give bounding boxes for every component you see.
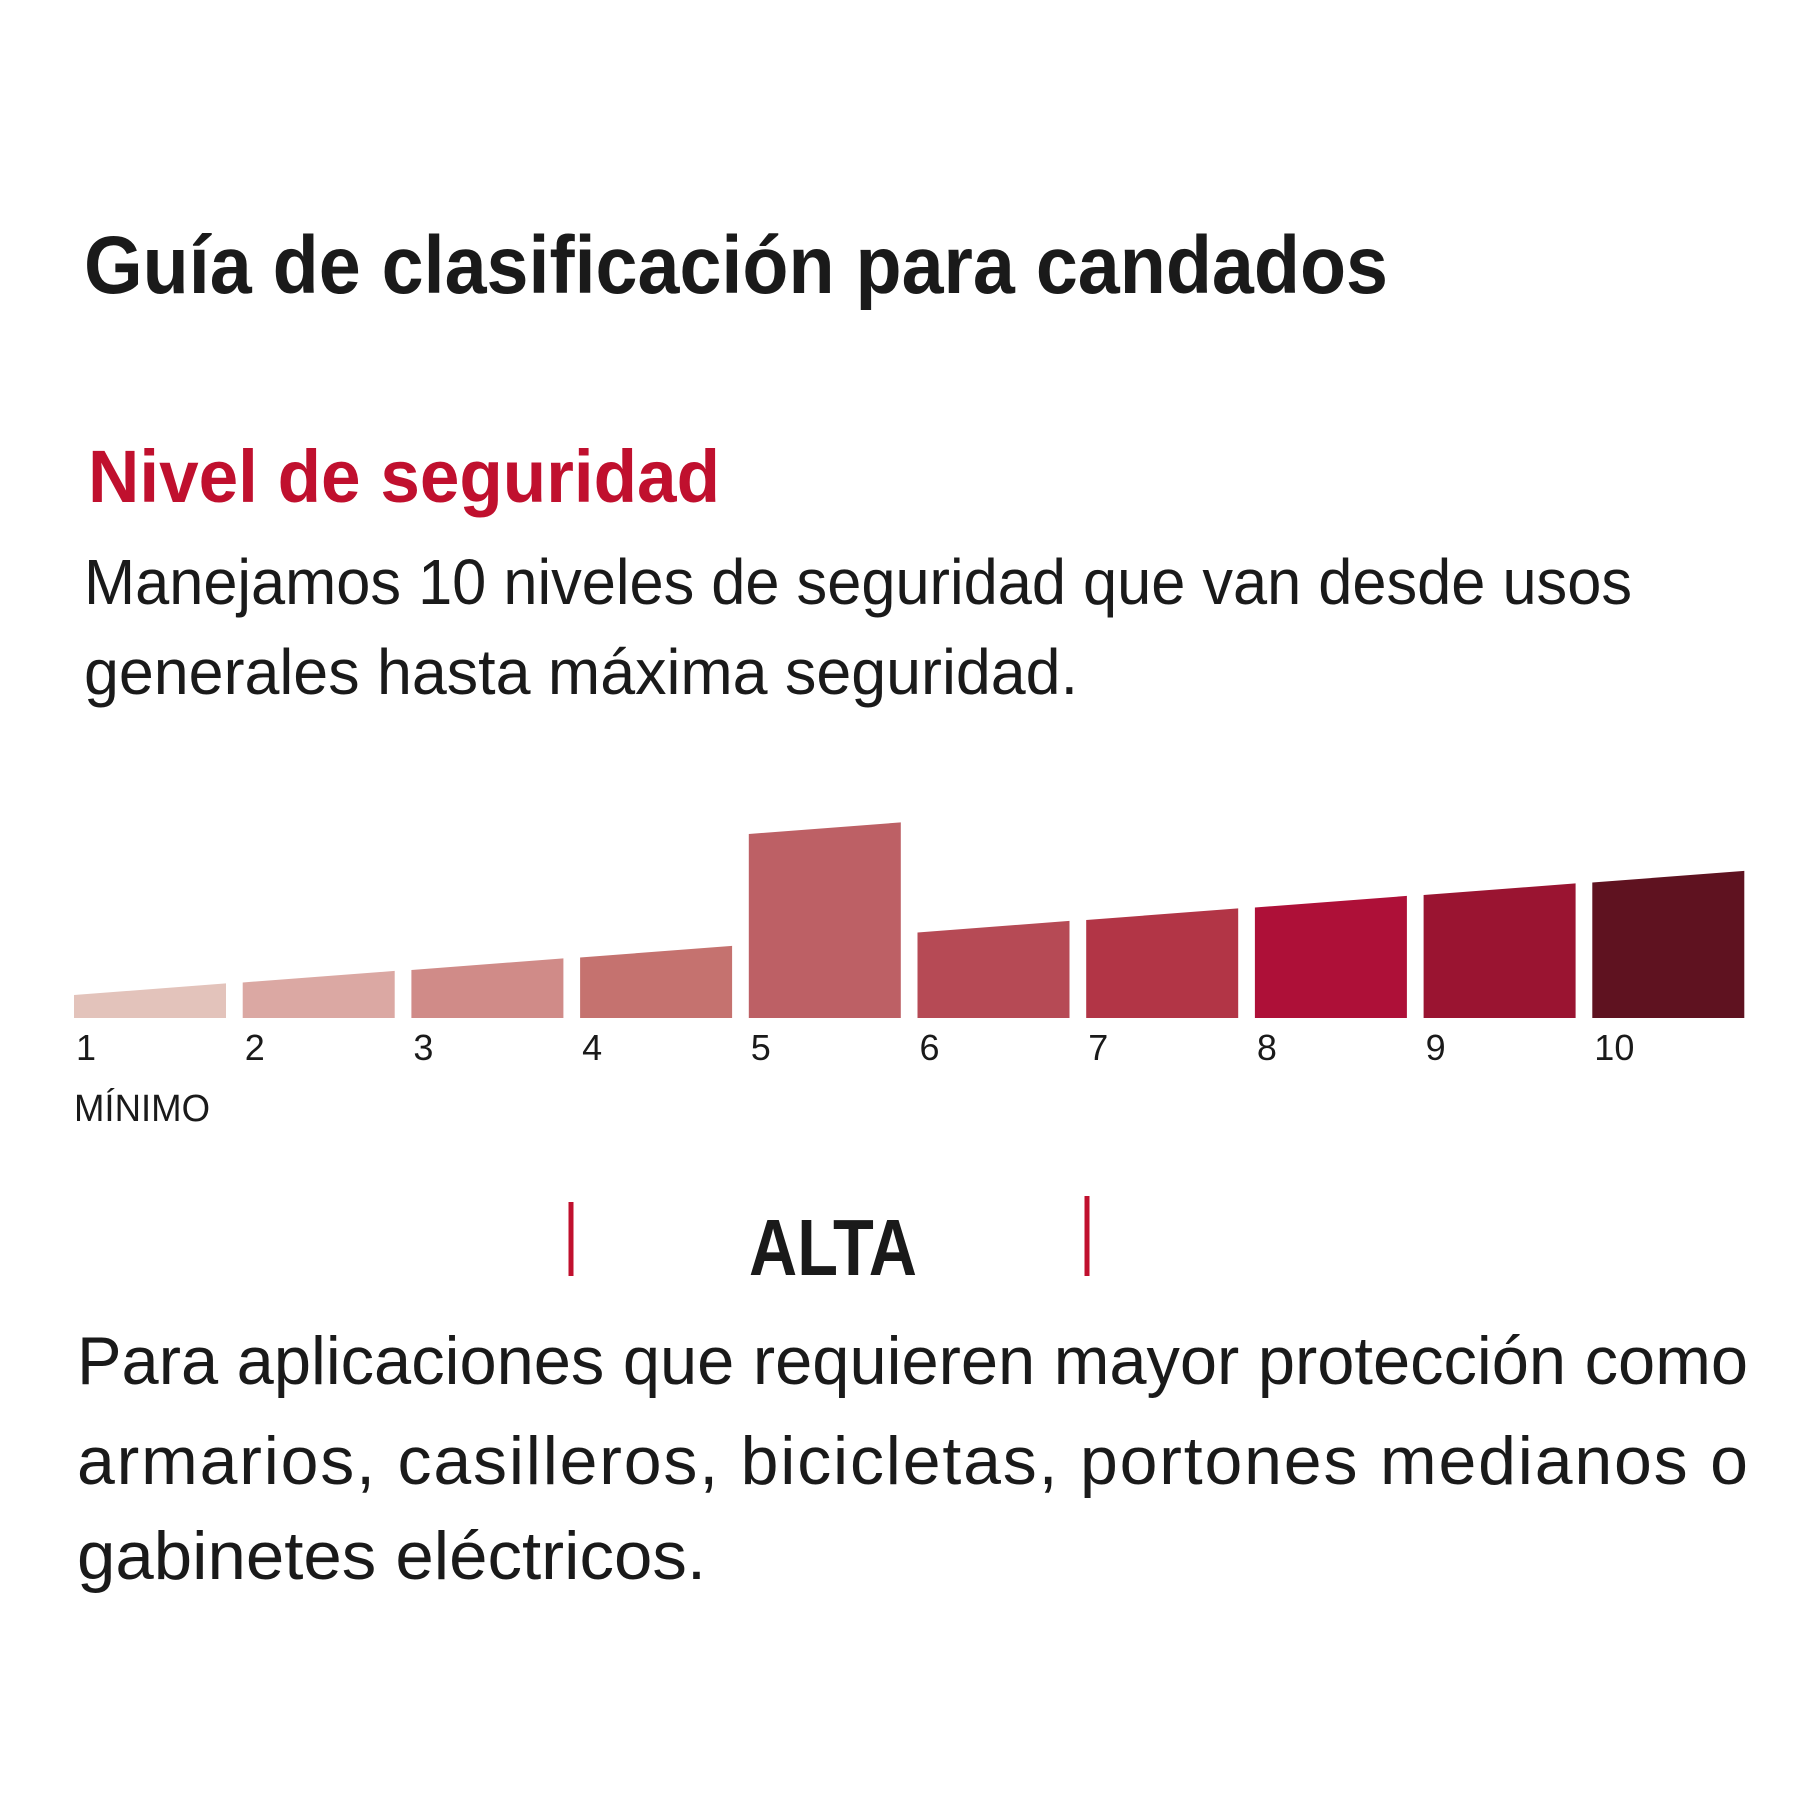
level-label: 4 (582, 1027, 602, 1068)
level-scale: 1 2 3 4 5 6 7 8 9 10 (74, 822, 1745, 1068)
title: Guía de clasificación para candados (84, 220, 1388, 311)
level-label: 8 (1257, 1027, 1277, 1068)
level-bar (580, 945, 733, 1018)
level-label: 7 (1088, 1027, 1108, 1068)
level-bar-selected (748, 822, 901, 1018)
level-label: 6 (920, 1027, 940, 1068)
level-label: 1 (76, 1027, 96, 1068)
description-line: Para aplicaciones que requieren mayor pr… (77, 1323, 1748, 1399)
min-label: MÍNIMO (74, 1087, 210, 1130)
intro-line: Manejamos 10 niveles de seguridad que va… (84, 546, 1632, 618)
level-bar (917, 920, 1070, 1018)
level-bar (1592, 870, 1745, 1018)
level-label: 10 (1594, 1027, 1634, 1068)
description-line: armarios, casilleros, bicicletas, porton… (77, 1423, 1748, 1499)
level-bar (242, 970, 395, 1018)
rating-name: ALTA (749, 1203, 917, 1292)
section-heading: Nivel de seguridad (88, 435, 720, 518)
level-bar (1086, 908, 1239, 1018)
level-label: 2 (245, 1027, 265, 1068)
level-bar (1423, 883, 1576, 1018)
description-line: gabinetes eléctricos. (77, 1518, 706, 1594)
level-label: 3 (413, 1027, 433, 1068)
level-bar (1254, 895, 1407, 1018)
level-label: 9 (1426, 1027, 1446, 1068)
intro-line: generales hasta máxima seguridad. (84, 636, 1078, 708)
level-label: 5 (751, 1027, 771, 1068)
level-bar (74, 983, 226, 1018)
level-bar (411, 958, 564, 1018)
